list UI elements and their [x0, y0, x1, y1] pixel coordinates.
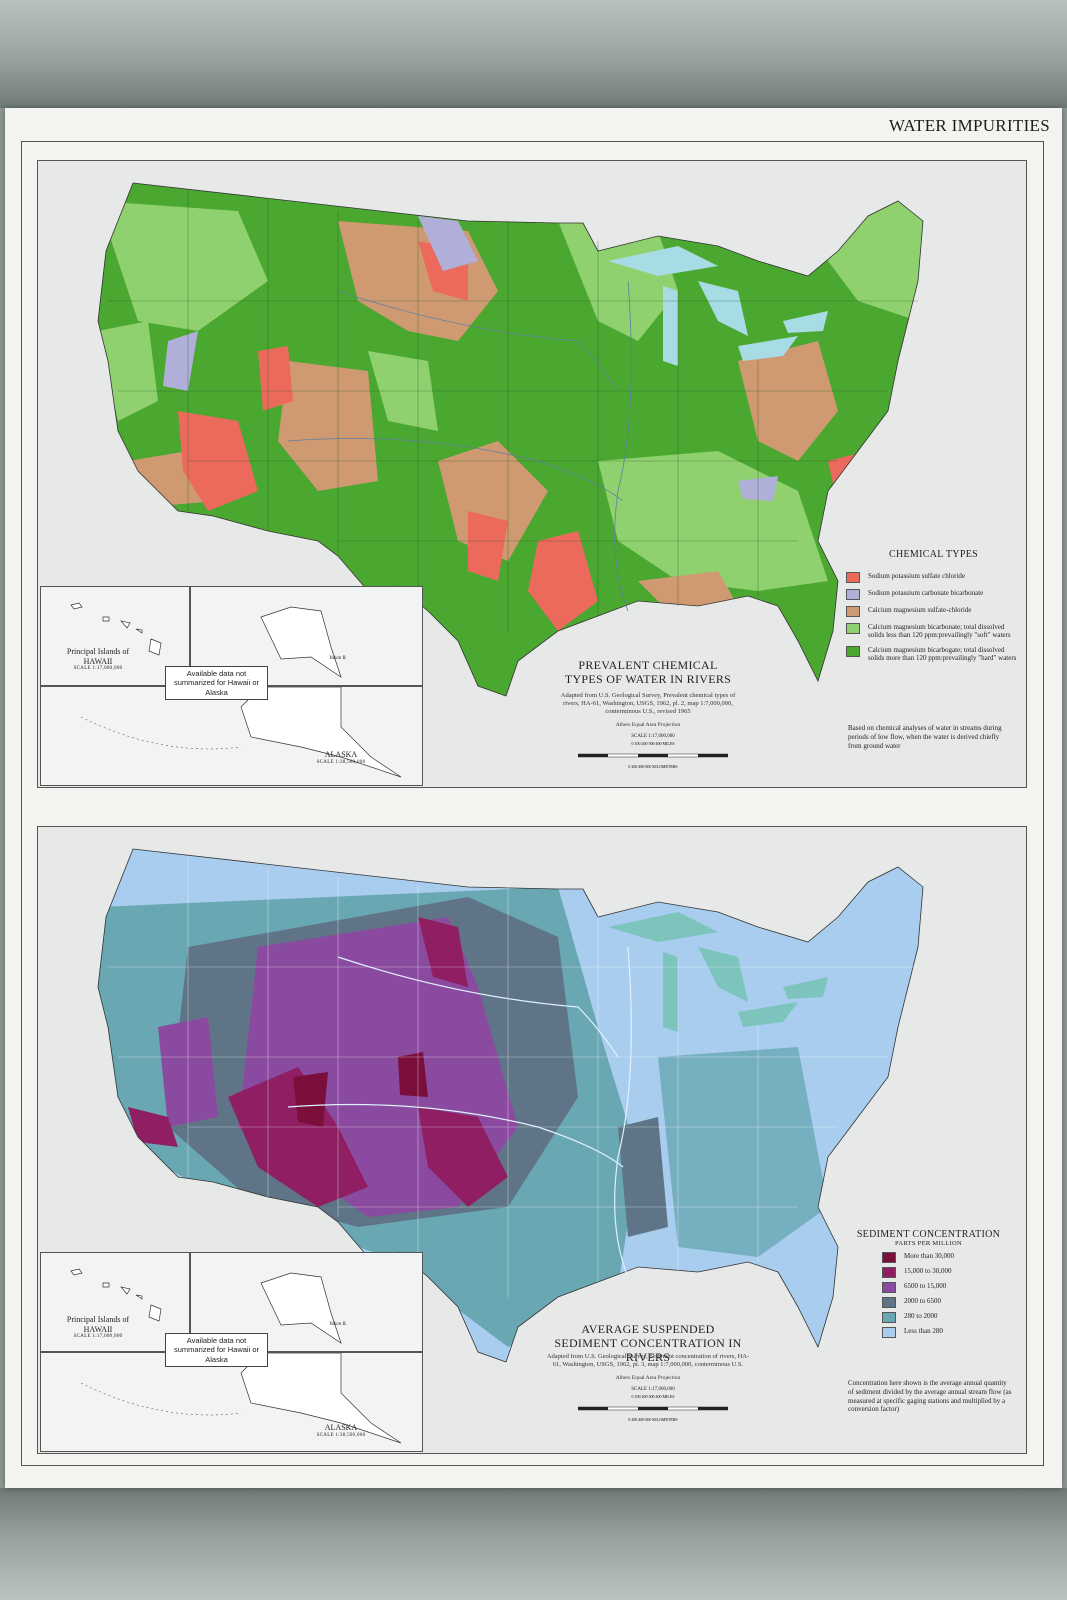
scale-label: SCALE 1:17,000,000: [631, 1387, 675, 1392]
legend-subtitle: PARTS PER MILLION: [895, 1240, 962, 1247]
legend-label: 15,000 to 30,000: [904, 1267, 952, 1275]
legend-label: Sodium potassium sulfate chloride: [868, 572, 966, 580]
legend-items: More than 30,000 15,000 to 30,000 6500 to …: [846, 1252, 1011, 1338]
sediment-map-panel: Principal Islands of HAWAII SCALE 1:17,0…: [37, 826, 1027, 1454]
yukon-label: Yukon R.: [329, 656, 347, 661]
legend-label: 280 to 2000: [904, 1312, 938, 1320]
legend-item: 15,000 to 30,000: [882, 1267, 1011, 1278]
us-outline-bottom: [97, 848, 924, 1363]
legend-note: Based on chemical analyses of water in s…: [848, 724, 1002, 750]
legend-swatch: [882, 1282, 896, 1293]
alaska-mainland-bottom: [80, 1352, 402, 1444]
legend-item: Sodium potassium sulfate chloride: [846, 572, 1021, 583]
hawaii-label: Principal Islands of HAWAII: [66, 1315, 130, 1334]
legend-label: More than 30,000: [904, 1252, 954, 1260]
hawaii-scale: SCALE 1:17,000,000: [73, 1334, 123, 1340]
scale-bar: SCALE 1:17,000,000 0 100 200 300 400 MIL…: [577, 1387, 729, 1422]
legend-swatch: [882, 1252, 896, 1263]
legend-item: Less than 280: [882, 1327, 1011, 1338]
legend-label: Sodium potassium carbonate bicarbonate: [868, 589, 984, 597]
alaska-label: ALASKA: [324, 750, 358, 759]
page-title: WATER IMPURITIES: [888, 116, 1050, 135]
chemical-types-legend: CHEMICAL TYPES Sodium potassium sulfate …: [846, 549, 1021, 669]
legend-label: Calcium magnesium bicarbogate; total dis…: [868, 645, 1017, 663]
scale-graphic: [577, 1406, 729, 1411]
map-projection: Albers Equal Area Projection: [615, 722, 681, 728]
hawaii-scale: SCALE 1:17,000,000: [73, 666, 123, 672]
alaska-mainland: [80, 686, 402, 778]
yukon-label: Yukon R.: [329, 1322, 347, 1327]
scale-bar: SCALE 1:17,000,000 0 100 200 300 400 MIL…: [577, 734, 729, 769]
us-outline: [97, 182, 924, 697]
legend-label: 6500 to 15,000: [904, 1282, 947, 1290]
alaska-scale: SCALE 1:38,500,000: [316, 1432, 366, 1438]
legend-item: Calcium magnesium sulfate-chloride: [846, 606, 1021, 617]
scale-graphic: [577, 753, 729, 758]
legend-swatch: [846, 572, 860, 583]
legend-items: Sodium potassium sulfate chloride Sodium …: [846, 572, 1021, 663]
great-lakes: [608, 246, 828, 366]
rivers-bottom: [287, 946, 632, 1278]
legend-title: SEDIMENT CONCENTRATION: [856, 1229, 1001, 1240]
poster-bottom-border: [0, 1488, 1067, 1600]
legend-item: More than 30,000: [882, 1252, 1011, 1263]
alaska-aleutian-inset: ALASKA SCALE 1:38,500,000: [40, 686, 423, 786]
map-source: Adapted from U.S. Geological Survey, Sed…: [546, 1353, 750, 1369]
legend-item: 280 to 2000: [882, 1312, 1011, 1323]
legend-swatch: [846, 645, 860, 657]
legend-item: Calcium magnesium bicarbonate; total dis…: [846, 623, 1021, 640]
map-projection: Albers Equal Area Projection: [615, 1375, 681, 1381]
alaska-label: ALASKA: [324, 1423, 358, 1432]
legend-item: 6500 to 15,000: [882, 1282, 1011, 1293]
rivers: [287, 280, 632, 612]
hawaii-islands-bottom: [70, 1268, 162, 1322]
map-source: Adapted from U.S. Geological Survey, Pre…: [560, 692, 736, 716]
legend-label: Calcium magnesium bicarbonate; total dis…: [868, 623, 1011, 640]
poster-top-border: [0, 0, 1067, 108]
map-sheet: WATER IMPURITIES: [5, 108, 1062, 1488]
legend-note: Concentration here shown is the average …: [848, 1379, 1012, 1414]
alaska-scale: SCALE 1:38,500,000: [316, 759, 366, 765]
legend-swatch: [846, 589, 860, 600]
scale-km: 0 200 400 600 KILOMETERS: [628, 764, 678, 769]
legend-swatch: [846, 623, 860, 634]
scale-miles: 0 100 200 300 400 MILES: [631, 741, 675, 746]
state-boundaries-bottom: [108, 857, 918, 1297]
map-title: PREVALENT CHEMICAL TYPES OF WATER IN RIV…: [564, 658, 732, 686]
scale-km: 0 200 400 600 KILOMETERS: [628, 1417, 678, 1422]
not-summarized-note: Available data not summarized for Hawaii…: [165, 1333, 268, 1368]
alaska-outline: [260, 606, 342, 678]
legend-swatch: [882, 1297, 896, 1308]
legend-swatch: [882, 1267, 896, 1278]
hawaii-islands: [70, 602, 162, 656]
map-title: AVERAGE SUSPENDED SEDIMENT CONCENTRATION…: [554, 1322, 742, 1364]
hawaii-label: Principal Islands of HAWAII: [66, 647, 130, 666]
great-lakes-bottom: [608, 912, 828, 1032]
legend-swatch: [846, 606, 860, 617]
alaska-outline-bottom: [260, 1272, 342, 1344]
scale-miles: 0 100 200 300 400 MILES: [631, 1394, 675, 1399]
legend-item: 2000 to 6500: [882, 1297, 1011, 1308]
legend-swatch: [882, 1327, 896, 1338]
sediment-legend: SEDIMENT CONCENTRATION PARTS PER MILLION…: [846, 1229, 1011, 1342]
legend-item: Sodium potassium carbonate bicarbonate: [846, 589, 1021, 600]
state-boundaries: [108, 191, 918, 631]
legend-swatch: [882, 1312, 896, 1323]
legend-label: Less than 280: [904, 1327, 943, 1335]
alaska-inset-bottom: [190, 1252, 423, 1352]
legend-title: CHEMICAL TYPES: [889, 549, 978, 560]
legend-label: 2000 to 6500: [904, 1297, 941, 1305]
outer-frame: [21, 141, 1044, 1466]
legend-item: Calcium magnesium bicarbogate; total dis…: [846, 645, 1021, 663]
chemical-types-map-panel: Principal Islands of HAWAII SCALE 1:17,0…: [37, 160, 1027, 788]
legend-label: Calcium magnesium sulfate-chloride: [868, 606, 972, 614]
scale-label: SCALE 1:17,000,000: [631, 734, 675, 739]
not-summarized-note: Available data not summarized for Hawaii…: [165, 666, 268, 701]
